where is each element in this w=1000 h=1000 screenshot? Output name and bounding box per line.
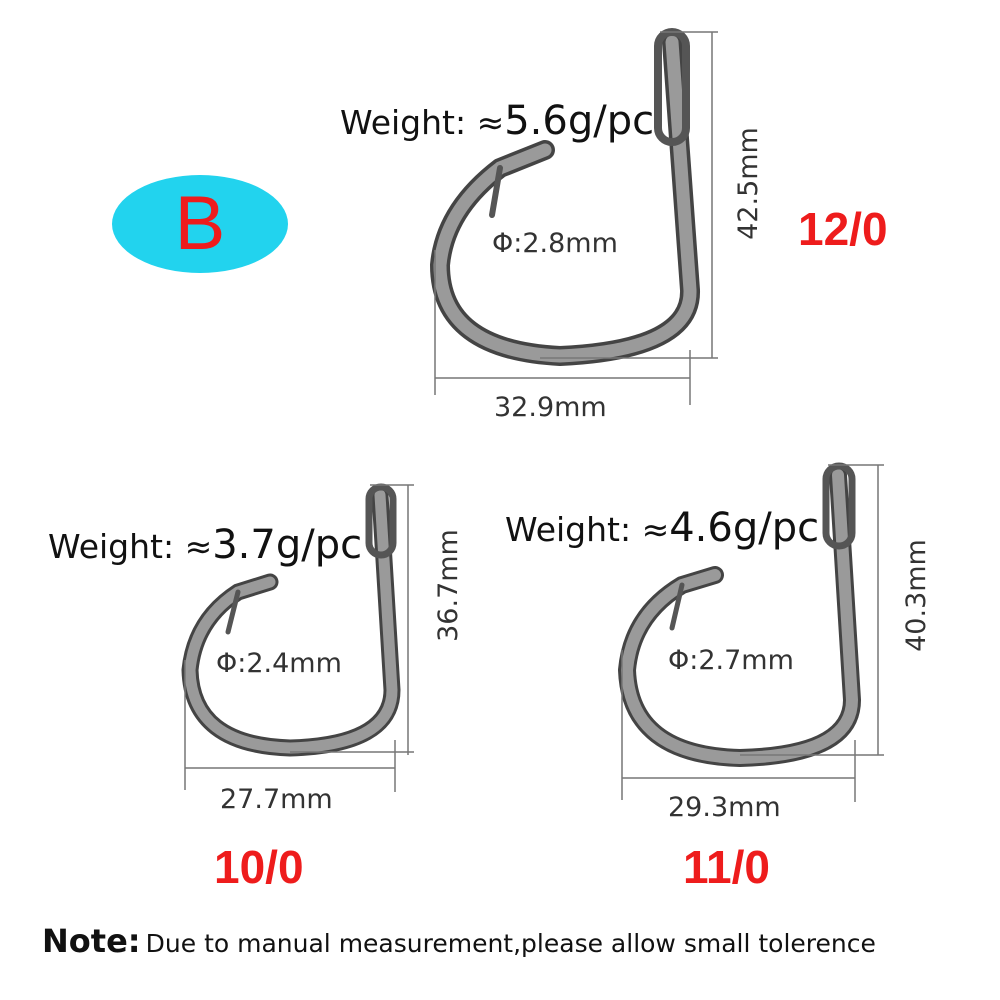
variant-badge-label: B (174, 181, 226, 266)
weight-value: 5.6g/pc (504, 98, 655, 144)
note: Note: Due to manual measurement,please a… (42, 922, 876, 960)
weight-prefix: Weight: ≈ (340, 103, 505, 142)
variant-badge (112, 175, 288, 273)
hook-12-0-icon (429, 28, 700, 367)
length-label-11-0: 40.3mm (900, 539, 932, 652)
diameter-label-11-0: Φ:2.7mm (668, 645, 794, 676)
hook-10-0-icon (181, 483, 401, 757)
note-label: Note: (42, 922, 141, 960)
weight-prefix: Weight: ≈ (48, 527, 213, 566)
weight-label-10-0: Weight: ≈3.7g/pc (48, 522, 362, 568)
dimension-lines-12-0 (434, 31, 718, 405)
dimension-lines-10-0 (184, 484, 414, 792)
diameter-label-10-0: Φ:2.4mm (216, 648, 342, 679)
weight-label-11-0: Weight: ≈4.6g/pc (505, 505, 819, 551)
hook-11-0-icon (617, 462, 862, 768)
dimension-lines-11-0 (621, 464, 884, 802)
diameter-label-12-0: Φ:2.8mm (492, 228, 618, 259)
size-label-11-0: 11/0 (683, 841, 770, 893)
size-label-10-0: 10/0 (214, 841, 304, 893)
weight-value: 3.7g/pc (212, 522, 363, 568)
length-label-12-0: 42.5mm (732, 127, 764, 240)
weight-label-12-0: Weight: ≈5.6g/pc (340, 98, 654, 144)
length-label-10-0: 36.7mm (432, 529, 464, 642)
weight-prefix: Weight: ≈ (505, 510, 670, 549)
weight-value: 4.6g/pc (669, 505, 820, 551)
note-text: Due to manual measurement,please allow s… (145, 929, 876, 958)
width-label-11-0: 29.3mm (668, 792, 781, 823)
size-label-12-0: 12/0 (798, 203, 888, 255)
width-label-10-0: 27.7mm (220, 784, 333, 815)
width-label-12-0: 32.9mm (494, 392, 607, 423)
